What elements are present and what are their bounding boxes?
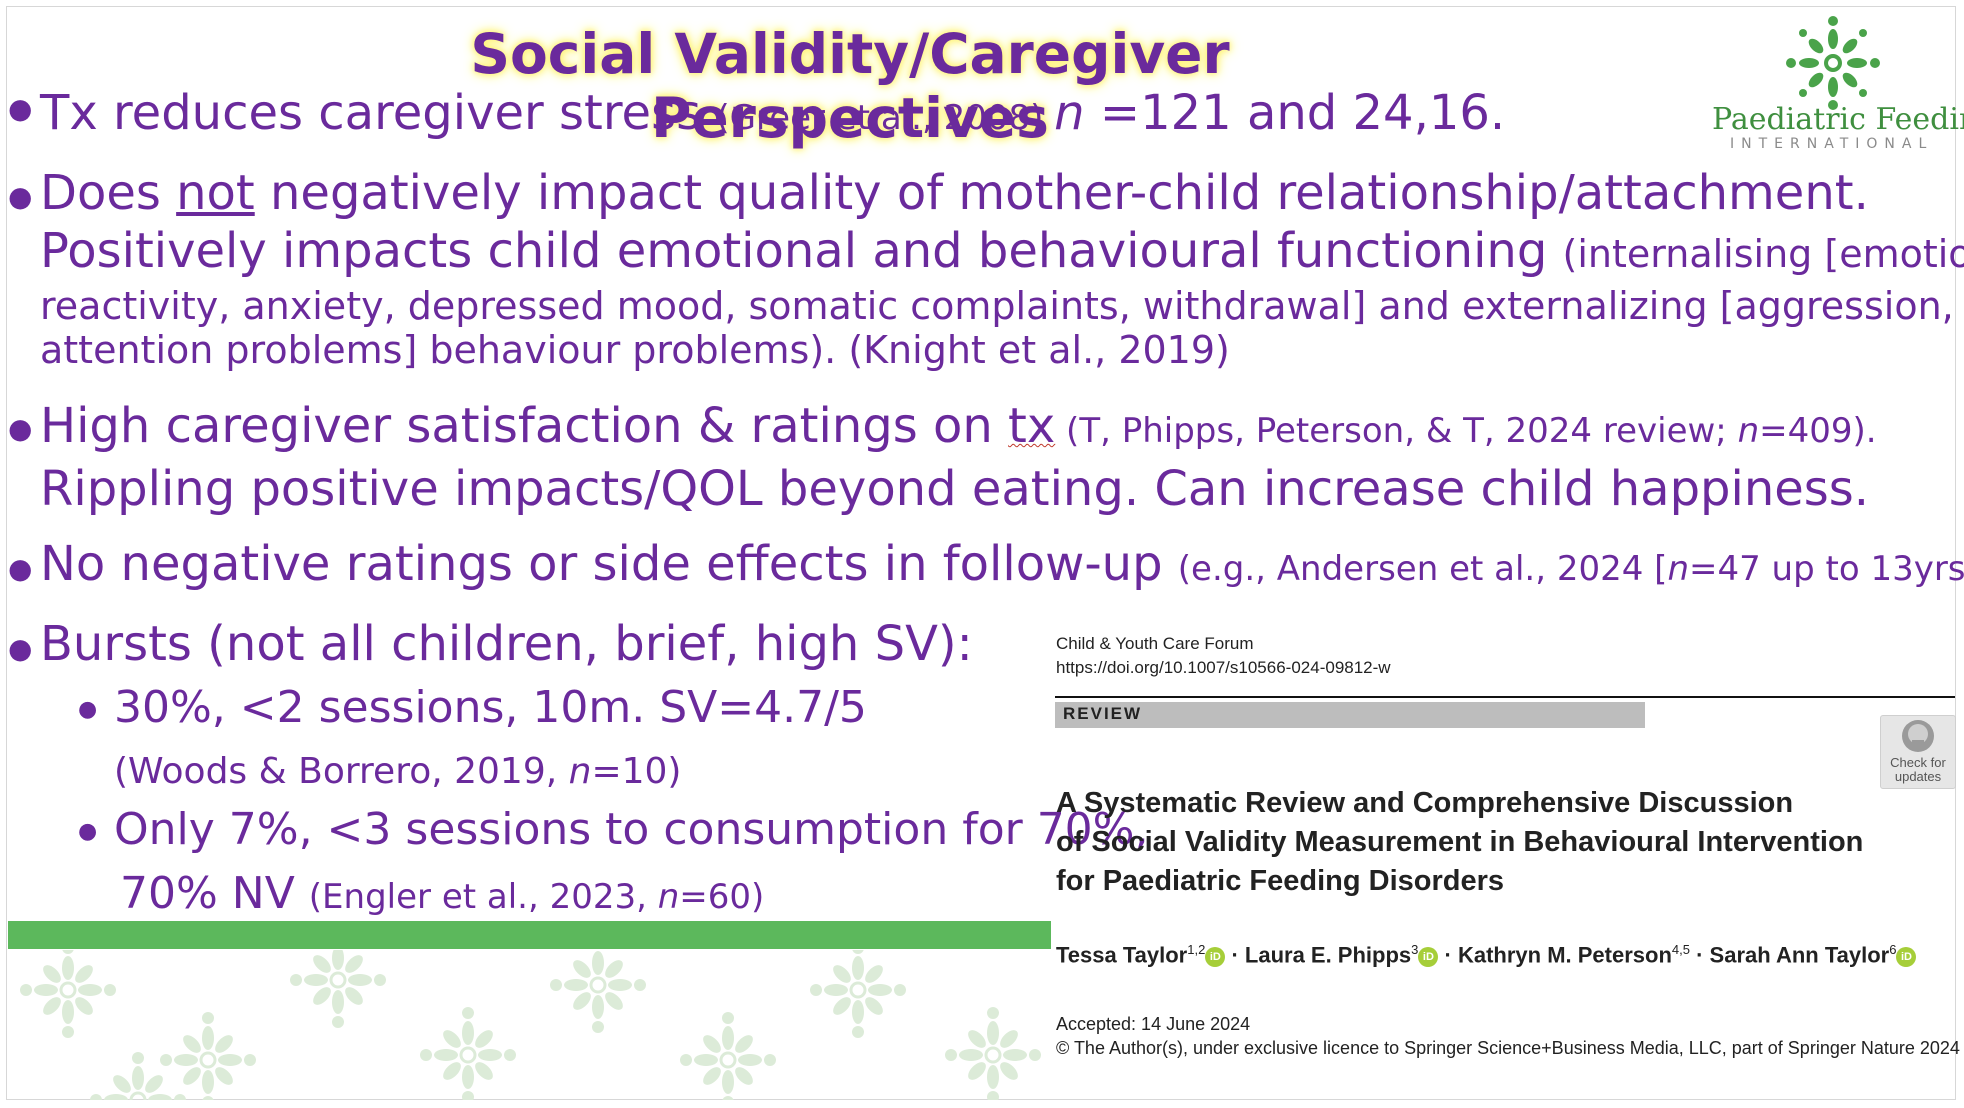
separator: ·	[1225, 942, 1245, 968]
bullet-dot-icon: ●	[78, 819, 98, 844]
text: 70% NV	[120, 868, 309, 919]
citation: (e.g., Andersen et al., 2024 [	[1177, 549, 1668, 589]
bullet-caregiver-stress: Tx reduces caregiver stress (Greer et al…	[40, 84, 1505, 147]
check-for-updates-icon[interactable]	[1880, 715, 1956, 789]
bullet-line-detail: reactivity, anxiety, depressed mood, som…	[40, 284, 1954, 328]
author-affiliation: 4,5	[1671, 942, 1690, 957]
check-for-updates-label: Check for updates	[1890, 755, 1946, 784]
flower-pattern-background	[18, 950, 1043, 1100]
detail-text: (internalising [emotional	[1562, 232, 1964, 276]
sub-bullet-engler: Only 7%, <3 sessions to consumption for …	[114, 804, 1149, 855]
bullet-text: Tx reduces caregiver stress	[40, 85, 717, 141]
sub-bullet-woods-cite: (Woods & Borrero, 2019, n=10)	[114, 746, 681, 798]
bullet-line: Positively impacts child emotional and b…	[40, 222, 1964, 283]
green-divider-bar	[8, 921, 1051, 949]
sub-bullet-engler-tail: 70% NV (Engler et al., 2023, n=60)	[120, 868, 764, 923]
text: negatively impact quality of mother-chil…	[254, 165, 1869, 221]
citation: =10)	[591, 751, 682, 792]
flower-logo-icon	[1786, 16, 1880, 110]
bullet-line-detail: attention problems] behaviour problems).…	[40, 328, 1230, 372]
separator: ·	[1689, 942, 1710, 968]
copyright-notice: © The Author(s), under exclusive licence…	[1056, 1038, 1960, 1058]
author-affiliation: 1,2	[1187, 942, 1206, 957]
bullet-dot-icon: ●	[78, 697, 98, 722]
section-label: REVIEW	[1063, 704, 1143, 723]
orcid-icon[interactable]: iD	[1205, 947, 1226, 968]
orcid-icon[interactable]: iD	[1418, 947, 1439, 968]
text: Positively impacts child emotional and b…	[40, 223, 1563, 279]
review-band	[1055, 702, 1645, 728]
paper-title-line: of Social Validity Measurement in Behavi…	[1056, 826, 1864, 858]
author-name: Laura E. Phipps	[1244, 942, 1412, 968]
emphasis-not: not	[176, 165, 255, 221]
paper-title: A Systematic Review and Comprehensive Di…	[1056, 784, 1863, 901]
n-symbol: n	[1054, 85, 1085, 141]
separator: ·	[1438, 942, 1458, 968]
logo-name: Paediatric Feeding	[1712, 102, 1964, 137]
n-symbol: n	[1667, 549, 1689, 589]
author-list: Tessa Taylor1,2iD · Laura E. Phipps3iD ·…	[1056, 942, 1917, 968]
citation: =60)	[679, 877, 765, 917]
author-affiliation: 3	[1411, 942, 1419, 957]
text: Does	[40, 165, 177, 221]
tx-word: tx	[1008, 398, 1056, 454]
n-symbol: n	[568, 751, 592, 792]
citation: (Engler et al., 2023,	[308, 877, 658, 917]
header-rule	[1055, 696, 1955, 698]
bullet-relationship: Does not negatively impact quality of mo…	[40, 164, 1964, 283]
slide-title: Social Validity/Caregiver Perspectives	[470, 22, 1230, 150]
bullet-no-negative: No negative ratings or side effects in f…	[40, 535, 1964, 598]
citation: (Woods & Borrero, 2019,	[114, 751, 569, 792]
citation: =409).	[1759, 411, 1877, 451]
author-name: Kathryn M. Peterson	[1457, 942, 1672, 968]
journal-name: Child & Youth Care Forum	[1056, 634, 1254, 653]
logo-subtitle: INTERNATIONAL	[1730, 136, 1934, 152]
bullet-dot-icon: ●	[8, 632, 33, 665]
text: No negative ratings or side effects in f…	[40, 536, 1178, 592]
bullet-dot-icon: ●	[8, 552, 33, 585]
author-affiliation: 6	[1889, 942, 1897, 957]
accepted-date: Accepted: 14 June 2024	[1056, 1014, 1251, 1034]
sub-bullet-woods: 30%, <2 sessions, 10m. SV=4.7/5	[114, 682, 867, 733]
orcid-icon[interactable]: iD	[1896, 947, 1917, 968]
author-name: Sarah Ann Taylor	[1709, 942, 1890, 968]
n-symbol: n	[657, 877, 680, 917]
bullet-line: High caregiver satisfaction & ratings on…	[40, 397, 1877, 460]
bullet-text-tail: =121 and 24,16.	[1084, 85, 1506, 141]
citation: =47 up to 13yrs]).	[1689, 549, 1964, 589]
bullet-satisfaction: High caregiver satisfaction & ratings on…	[40, 397, 1877, 518]
bullet-bursts: Bursts (not all children, brief, high SV…	[40, 616, 973, 672]
n-symbol: n	[1737, 411, 1760, 451]
bullet-line: Rippling positive impacts/QOL beyond eat…	[40, 461, 1870, 517]
slide-frame	[6, 6, 1956, 1100]
paper-title-line: for Paediatric Feeding Disorders	[1056, 865, 1505, 897]
paper-title-line: A Systematic Review and Comprehensive Di…	[1056, 787, 1794, 819]
bullet-line: Does not negatively impact quality of mo…	[40, 164, 1964, 222]
bullet-dot-icon: ●	[8, 92, 33, 125]
bullet-dot-icon: ●	[8, 180, 33, 213]
citation: (T, Phipps, Peterson, & T, 2024 review;	[1055, 411, 1738, 451]
doi-link[interactable]: https://doi.org/10.1007/s10566-024-09812…	[1056, 658, 1391, 677]
text: High caregiver satisfaction & ratings on	[40, 398, 1009, 454]
author-name: Tessa Taylor	[1056, 942, 1188, 968]
bullet-dot-icon: ●	[8, 412, 33, 445]
citation: (Greer et al., 2008)	[716, 98, 1055, 138]
